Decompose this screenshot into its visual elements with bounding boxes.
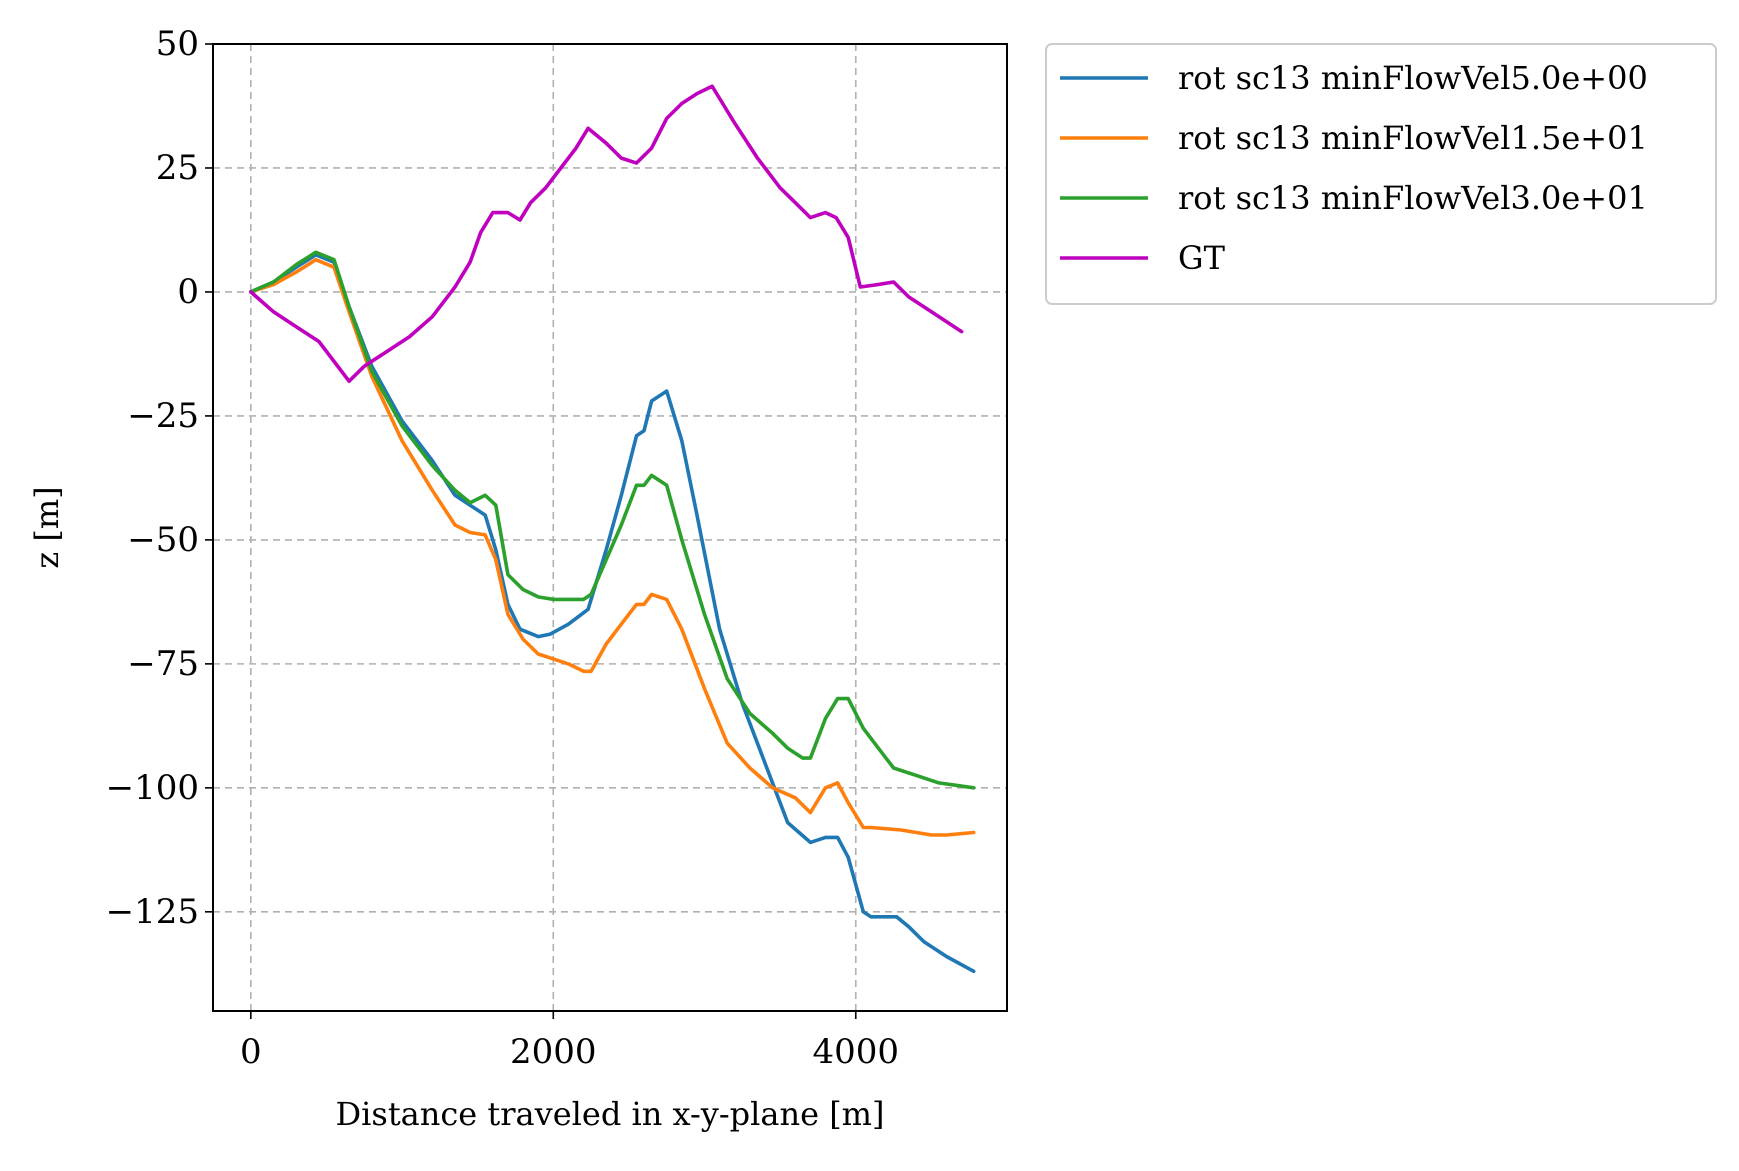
x-tick-label: 0 xyxy=(240,1032,262,1072)
axis-ticks: 0 2000 4000 50 25 0 −25 −50 −75 −100 −125 xyxy=(106,24,899,1072)
y-tick-label: −125 xyxy=(106,892,199,932)
y-tick-label: 25 xyxy=(156,148,199,188)
x-tick-label: 4000 xyxy=(812,1032,899,1072)
grid-lines xyxy=(213,43,1007,1011)
plot-area: 0 2000 4000 50 25 0 −25 −50 −75 −100 −125 xyxy=(106,24,1008,1072)
series-line-0 xyxy=(249,253,976,974)
legend-label: rot sc13 minFlowVel3.0e+01 xyxy=(1178,179,1648,217)
legend-label: rot sc13 minFlowVel5.0e+00 xyxy=(1178,59,1648,97)
y-axis-label: z [m] xyxy=(28,486,66,568)
legend-label: rot sc13 minFlowVel1.5e+01 xyxy=(1178,119,1648,157)
y-tick-label: 50 xyxy=(156,24,199,64)
series-lines xyxy=(249,84,976,974)
x-tick-label: 2000 xyxy=(510,1032,597,1072)
y-tick-label: −25 xyxy=(127,396,199,436)
series-line-1 xyxy=(249,257,976,837)
x-axis-label: Distance traveled in x-y-plane [m] xyxy=(336,1095,885,1133)
plot-frame xyxy=(212,43,1008,1012)
y-tick-label: −100 xyxy=(106,768,199,808)
y-tick-label: −50 xyxy=(127,520,199,560)
legend-label: GT xyxy=(1178,239,1226,277)
series-line-2 xyxy=(249,250,976,790)
y-tick-label: 0 xyxy=(177,272,199,312)
series-line-3 xyxy=(249,84,964,384)
legend: rot sc13 minFlowVel5.0e+00 rot sc13 minFl… xyxy=(1045,43,1717,305)
legend-box xyxy=(1045,43,1717,305)
y-tick-label: −75 xyxy=(127,644,199,684)
